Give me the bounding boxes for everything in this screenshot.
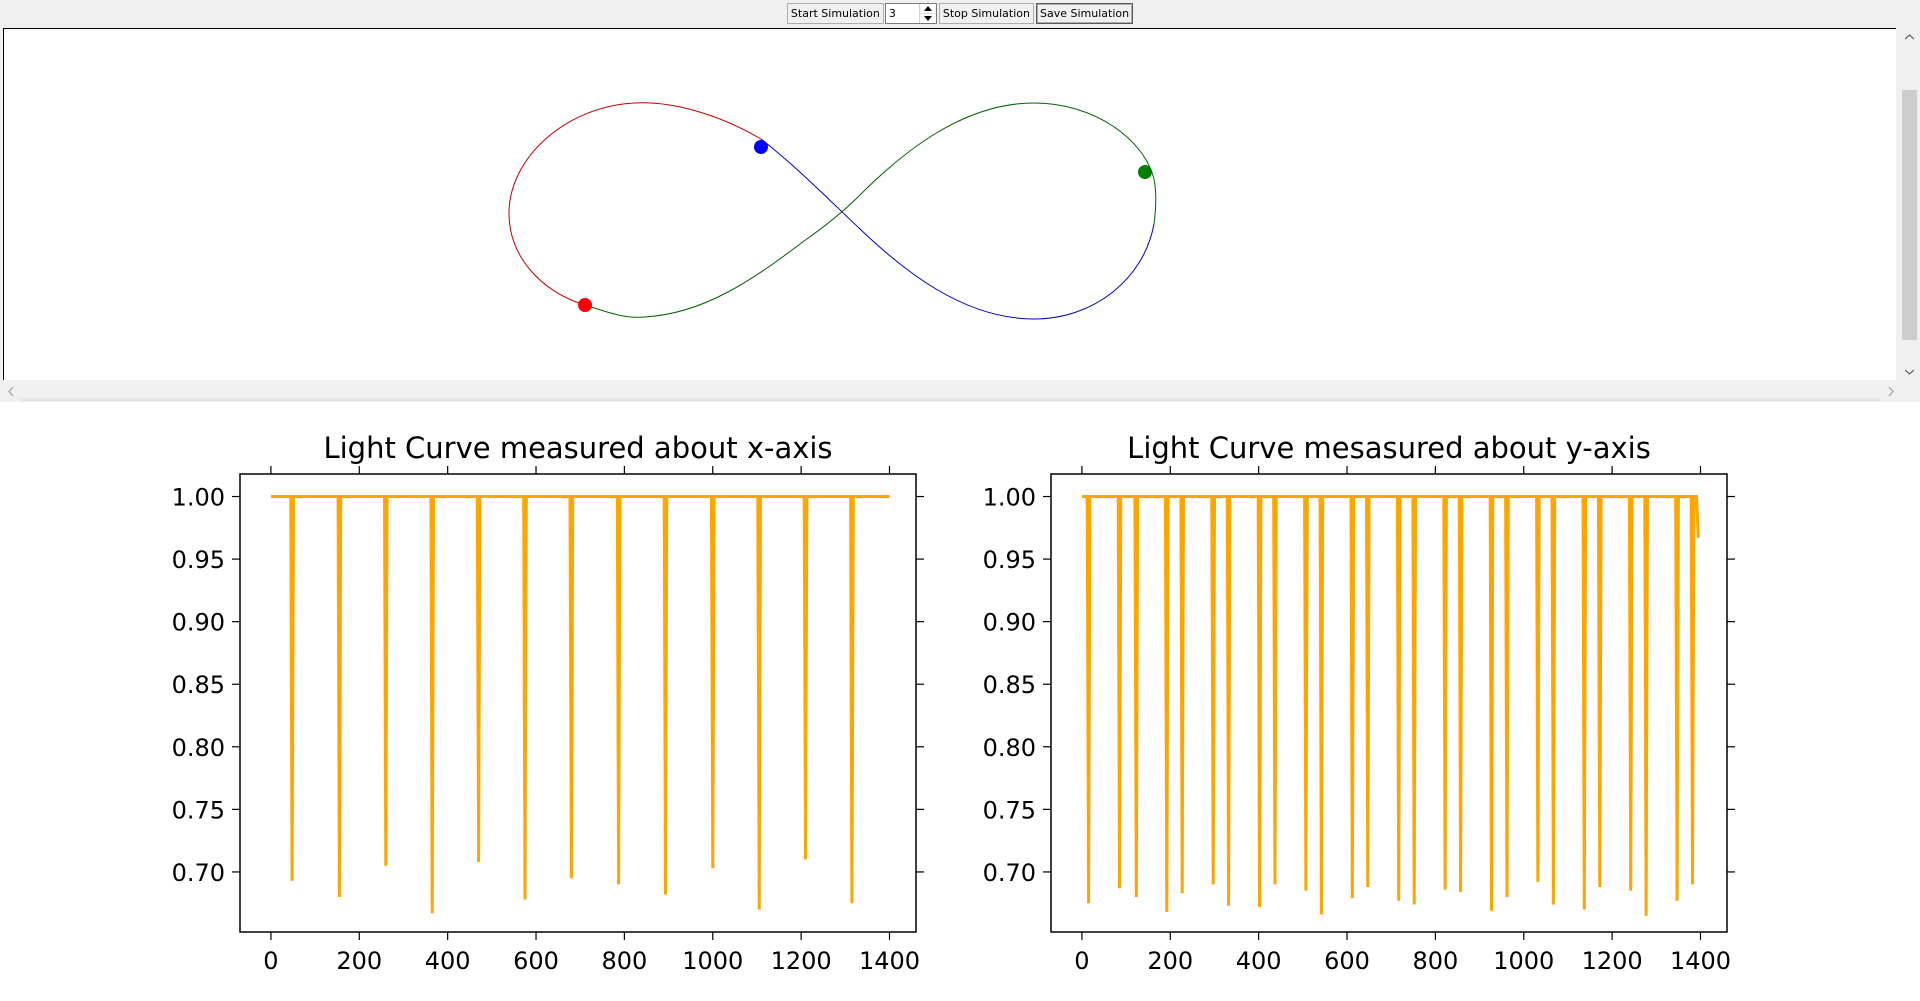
speed-spinbox[interactable] <box>884 2 937 24</box>
x-tick-label: 600 <box>513 947 559 975</box>
speed-spinbox-input[interactable] <box>886 4 923 22</box>
x-tick-label: 400 <box>425 947 471 975</box>
light-curve-plots: Light Curve measured about x-axis 0 200 400… <box>0 402 1920 1001</box>
axes-frame <box>1050 473 1728 933</box>
chart-title: Light Curve measured about x-axis <box>323 431 832 465</box>
y-tick-label: 0.80 <box>172 734 225 762</box>
chart-y-axis-light-curve: Light Curve mesasured about y-axis 0 200 40… <box>983 431 1735 975</box>
y-tick-label: 0.95 <box>172 546 225 574</box>
vertical-scroll-thumb[interactable] <box>1902 90 1917 340</box>
orbit-drawing <box>508 102 1157 320</box>
x-tick-label: 0 <box>1074 947 1089 975</box>
y-tick-label: 1.00 <box>172 484 225 512</box>
x-tick-label: 800 <box>1412 947 1458 975</box>
x-tick-label: 1200 <box>1582 947 1643 975</box>
horizontal-scrollbar[interactable] <box>0 381 1899 402</box>
spin-up-arrow-icon[interactable] <box>918 3 936 14</box>
x-tick-label: 800 <box>601 947 647 975</box>
vertical-scrollbar[interactable] <box>1899 28 1920 380</box>
x-tick-label: 400 <box>1236 947 1282 975</box>
light-curve-series <box>270 495 890 914</box>
red-body <box>578 298 592 312</box>
y-tick-label: 0.70 <box>983 859 1036 887</box>
x-tick-label: 1000 <box>682 947 743 975</box>
horizontal-scroll-thumb[interactable] <box>20 398 1880 401</box>
y-tick-label: 0.85 <box>983 671 1036 699</box>
blue-body <box>754 140 768 154</box>
orbit-green-segment-lower <box>578 194 861 318</box>
chart-x-axis-light-curve: Light Curve measured about x-axis 0 200 400… <box>172 431 924 975</box>
stop-simulation-button[interactable]: Stop Simulation <box>938 2 1034 24</box>
save-simulation-button[interactable]: Save Simulation <box>1035 2 1134 24</box>
x-tick-label: 200 <box>1147 947 1193 975</box>
y-tick-label: 0.85 <box>172 671 225 699</box>
start-simulation-button[interactable]: Start Simulation <box>786 2 884 24</box>
y-tick-label: 0.70 <box>172 859 225 887</box>
orbit-green-segment-upper <box>859 102 1157 225</box>
y-tick-label: 0.95 <box>983 546 1036 574</box>
x-tick-label: 1200 <box>771 947 832 975</box>
light-curve-series <box>1081 495 1700 916</box>
x-tick-label: 600 <box>1324 947 1370 975</box>
x-tick-label: 200 <box>336 947 382 975</box>
scroll-left-arrow-icon[interactable] <box>2 381 19 402</box>
orbit-red-segment-lower <box>508 212 580 304</box>
x-tick-label: 1400 <box>1670 947 1731 975</box>
orbit-blue-segment <box>760 138 1155 320</box>
spin-down-arrow-icon[interactable] <box>918 13 936 23</box>
scroll-up-arrow-icon[interactable] <box>1899 28 1920 45</box>
x-tick-label: 0 <box>263 947 278 975</box>
scroll-right-arrow-icon[interactable] <box>1882 381 1899 402</box>
x-tick-label: 1000 <box>1493 947 1554 975</box>
y-tick-label: 0.75 <box>983 796 1036 824</box>
x-tick-label: 1400 <box>859 947 920 975</box>
chart-title: Light Curve mesasured about y-axis <box>1127 431 1651 465</box>
y-tick-label: 1.00 <box>983 484 1036 512</box>
y-tick-label: 0.90 <box>983 609 1036 637</box>
green-body <box>1138 165 1152 179</box>
plots-canvas: Light Curve measured about x-axis 0 200 400… <box>172 431 1735 975</box>
y-tick-label: 0.80 <box>983 734 1036 762</box>
axes-frame <box>239 473 917 933</box>
figure-eight-orbit <box>508 102 1157 320</box>
toolbar: Start Simulation Stop Simulation Save Si… <box>0 0 1920 26</box>
y-tick-label: 0.90 <box>172 609 225 637</box>
orbit-red-segment <box>508 102 762 214</box>
simulation-canvas[interactable] <box>3 28 1896 380</box>
scroll-down-arrow-icon[interactable] <box>1899 363 1920 380</box>
y-tick-label: 0.75 <box>172 796 225 824</box>
